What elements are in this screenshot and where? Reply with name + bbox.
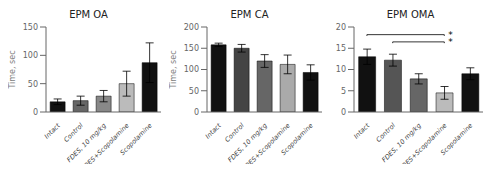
svg-text:Intact: Intact bbox=[352, 121, 371, 140]
svg-text:10: 10 bbox=[336, 65, 346, 74]
svg-text:FDES+Scopolamine: FDES+Scopolamine bbox=[397, 122, 448, 164]
svg-text:50: 50 bbox=[189, 87, 199, 96]
svg-text:Time, sec: Time, sec bbox=[8, 50, 17, 89]
svg-text:15: 15 bbox=[336, 44, 346, 53]
svg-text:100: 100 bbox=[184, 65, 199, 74]
svg-text:50: 50 bbox=[28, 80, 38, 89]
svg-text:FDES, 10 mg/kg: FDES, 10 mg/kg bbox=[65, 122, 107, 164]
svg-text:*: * bbox=[448, 37, 453, 47]
svg-text:5: 5 bbox=[341, 87, 346, 96]
svg-text:FDES+Scopolamine: FDES+Scopolamine bbox=[241, 122, 292, 164]
svg-text:Intact: Intact bbox=[43, 121, 62, 140]
html-text:EPM OMA: EPM OMA bbox=[386, 9, 435, 20]
svg-text:100: 100 bbox=[23, 51, 38, 60]
svg-text:Control: Control bbox=[62, 121, 85, 144]
svg-text:Control: Control bbox=[223, 121, 246, 144]
svg-text:Time, sec: Time, sec bbox=[169, 50, 178, 89]
html-text:EPM OA: EPM OA bbox=[69, 9, 108, 20]
svg-text:FDES, 10 mg/kg: FDES, 10 mg/kg bbox=[226, 122, 268, 164]
svg-text:Intact: Intact bbox=[204, 121, 223, 140]
svg-text:20: 20 bbox=[336, 23, 346, 32]
svg-text:0: 0 bbox=[33, 108, 38, 117]
svg-text:Scopolamine: Scopolamine bbox=[119, 122, 154, 157]
svg-text:Scopolamine: Scopolamine bbox=[280, 122, 315, 157]
svg-text:Control: Control bbox=[375, 121, 398, 144]
svg-text:0: 0 bbox=[341, 108, 346, 117]
html-text:EPM CA: EPM CA bbox=[230, 9, 269, 20]
svg-text:150: 150 bbox=[184, 44, 199, 53]
svg-text:200: 200 bbox=[184, 23, 199, 32]
svg-text:Scopolamine: Scopolamine bbox=[439, 122, 474, 157]
svg-text:150: 150 bbox=[23, 23, 38, 32]
svg-text:0: 0 bbox=[194, 108, 199, 117]
svg-text:FDES+Scopolamine: FDES+Scopolamine bbox=[80, 122, 131, 164]
